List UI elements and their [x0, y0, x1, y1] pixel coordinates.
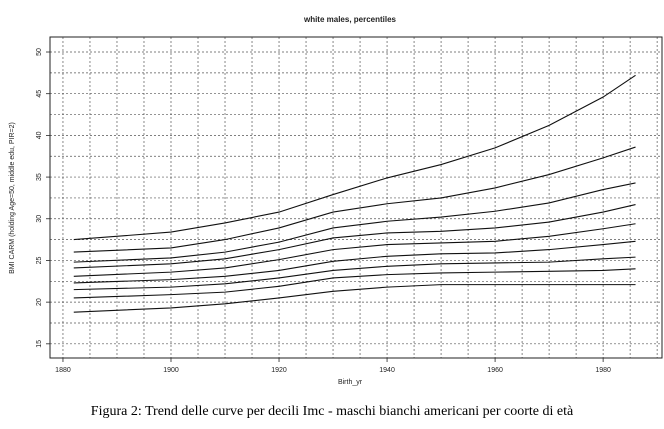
chart-title: white males, percentiles [303, 15, 397, 24]
y-tick-label: 35 [36, 173, 43, 181]
x-tick-label: 1900 [163, 367, 179, 374]
x-tick-label: 1960 [487, 367, 503, 374]
x-tick-label: 1880 [55, 367, 71, 374]
percentile-line [73, 146, 636, 253]
percentile-line [73, 240, 636, 284]
percentile-line [73, 182, 636, 263]
plot-area: 1880 1900 1920 1940 1960 1980 15 20 25 30 35 40 45 50 [36, 37, 662, 374]
percentile-line [73, 256, 636, 291]
plot-frame [49, 36, 663, 359]
percentile-line [73, 268, 636, 299]
y-tick-label: 40 [36, 131, 43, 139]
x-tick-label: 1920 [271, 367, 287, 374]
y-tick-label: 30 [36, 215, 43, 223]
y-tick-label: 50 [36, 48, 43, 56]
percentile-line [73, 74, 636, 241]
y-axis-label: BMI CARM (holding Age=50, middle edu, PI… [9, 122, 16, 274]
y-tick-label: 45 [36, 90, 43, 98]
y-tick-label: 15 [36, 340, 43, 348]
percentile-line [73, 204, 636, 269]
x-tick-label: 1980 [595, 367, 611, 374]
x-axis-label: Birth_yr [338, 379, 363, 386]
percentile-line [73, 284, 636, 313]
y-tick-label: 20 [36, 298, 43, 306]
percentile-line [73, 223, 636, 277]
x-tick-label: 1940 [379, 367, 395, 374]
y-tick-label: 25 [36, 256, 43, 264]
caption: Figura 2: Trend delle curve per decili I… [91, 404, 574, 419]
